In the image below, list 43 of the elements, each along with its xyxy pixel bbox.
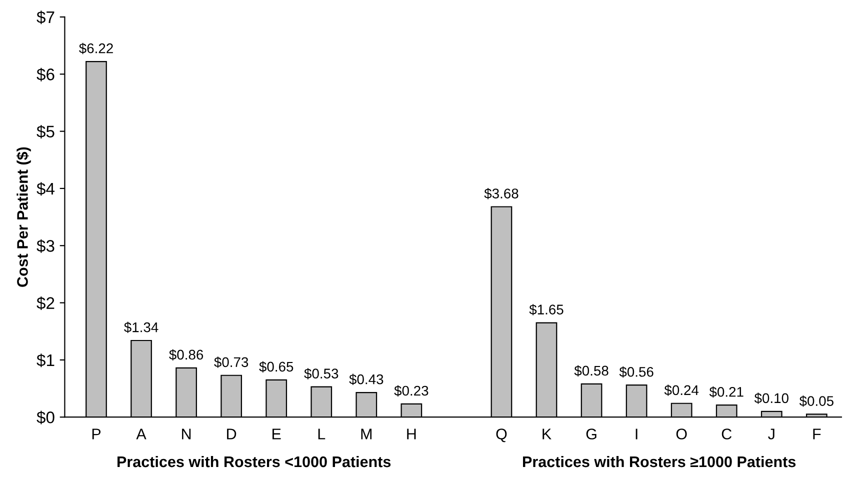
data-label: $0.10 [754,392,788,404]
y-tick-label: $4 [36,182,55,196]
y-tick-label: $5 [36,124,54,138]
y-tick-label: $6 [36,68,54,82]
x-tick-label: P [92,428,101,440]
data-label: $0.24 [664,384,699,396]
data-label: $0.53 [304,368,338,380]
x-tick-label: N [182,428,191,440]
data-label: $0.43 [349,374,384,386]
x-tick-label: A [136,428,146,440]
data-label: $0.21 [709,386,744,398]
x-tick-label: G [586,428,596,440]
x-tick-label: K [542,428,552,440]
x-tick-label: H [407,428,416,440]
y-tick-label: $1 [36,354,54,368]
data-label: $0.23 [394,385,428,396]
data-label: $0.86 [169,349,204,360]
y-tick-label: $2 [36,296,54,310]
data-label: $3.68 [484,188,518,200]
data-label: $6.22 [79,42,113,54]
x-tick-label: L [318,428,326,440]
x-tick-label: Q [496,428,507,442]
y-tick-label: $7 [36,10,54,24]
x-tick-label: O [676,428,687,440]
data-label: $0.56 [619,366,654,378]
data-label: $0.73 [214,356,248,368]
data-label: $0.05 [799,396,834,407]
text: Practices with Rosters <1000 Patients [118,456,391,468]
x-tick-label: M [361,428,372,440]
data-label: $1.65 [529,304,564,316]
y-tick-label: $3 [36,239,54,253]
data-label: $0.65 [259,361,294,372]
x-tick-label: I [636,428,638,440]
x-tick-label: E [272,428,281,440]
data-label: $0.58 [574,365,608,376]
data-label: $1.34 [124,322,158,334]
x-tick-label: C [722,428,732,440]
text: Practices with Rosters ≥1000 Patients [523,456,796,468]
y-tick-label: $0 [36,410,54,424]
x-tick-label: J [768,428,774,440]
x-tick-label: F [813,428,821,440]
x-tick-label: D [227,428,236,440]
y-axis-title: Cost Per Patient ($) [16,147,31,287]
